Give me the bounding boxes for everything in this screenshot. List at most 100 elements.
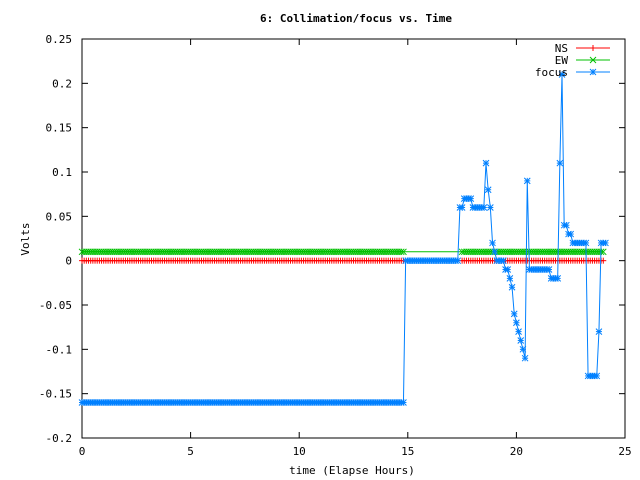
legend-entry-ns: NS bbox=[555, 42, 610, 55]
data-point-focus bbox=[513, 319, 520, 327]
x-tick-label: 0 bbox=[79, 445, 86, 458]
legend-entry-ew: EW bbox=[555, 54, 610, 67]
data-point-ew bbox=[400, 248, 407, 256]
data-point-focus bbox=[467, 195, 475, 202]
data-point-focus-d2 bbox=[521, 354, 529, 362]
data-point-focus-d2 bbox=[467, 195, 475, 202]
legend-label-focus: focus bbox=[535, 66, 568, 79]
data-point-focus-d2 bbox=[513, 319, 520, 327]
y-tick-label: -0.15 bbox=[39, 388, 72, 401]
plot-frame bbox=[81, 38, 626, 439]
legend-marker-ew-d2 bbox=[589, 56, 597, 64]
legend-marker-focus bbox=[589, 68, 597, 76]
data-point-focus-d2 bbox=[593, 372, 601, 380]
data-point-focus bbox=[486, 204, 494, 211]
data-point-focus-d2 bbox=[484, 186, 492, 194]
data-point-focus bbox=[500, 257, 507, 265]
data-point-focus bbox=[563, 221, 570, 229]
chart-title: 6: Collimation/focus vs. Time bbox=[260, 12, 452, 25]
y-axis-label: Volts bbox=[19, 222, 32, 255]
data-point-focus-d2 bbox=[400, 399, 407, 406]
data-point-focus bbox=[593, 372, 601, 380]
data-point-focus bbox=[400, 399, 407, 406]
data-point-focus bbox=[480, 204, 488, 211]
data-point-focus bbox=[515, 328, 522, 335]
data-point-focus-d2 bbox=[491, 248, 499, 256]
y-tick-label: 0.1 bbox=[52, 166, 72, 179]
data-point-focus bbox=[508, 283, 516, 291]
data-point-focus bbox=[567, 230, 575, 238]
data-point-focus-d2 bbox=[558, 71, 566, 78]
legend-label-ew: EW bbox=[555, 54, 569, 67]
data-point-focus bbox=[482, 159, 490, 167]
y-tick-label: 0.05 bbox=[46, 210, 73, 223]
data-point-focus-d2 bbox=[595, 328, 603, 335]
data-point-focus-d2 bbox=[510, 310, 518, 318]
series-focus bbox=[78, 71, 609, 406]
data-point-focus bbox=[582, 239, 590, 247]
y-tick-label: -0.1 bbox=[46, 343, 73, 356]
y-tick-label: -0.2 bbox=[46, 432, 73, 445]
data-point-focus bbox=[521, 354, 529, 362]
data-point-focus-d2 bbox=[480, 204, 488, 211]
legend-label-ns: NS bbox=[555, 42, 568, 55]
data-point-focus bbox=[517, 337, 525, 344]
data-point-focus-d2 bbox=[563, 221, 570, 229]
y-tick-label: 0.25 bbox=[46, 33, 73, 46]
data-point-ns bbox=[600, 257, 607, 264]
y-tick-label: 0.2 bbox=[52, 77, 72, 90]
data-point-focus bbox=[504, 266, 512, 273]
y-tick-label: 0.15 bbox=[46, 122, 73, 135]
x-tick-label: 5 bbox=[187, 445, 194, 458]
x-tick-label: 15 bbox=[401, 445, 414, 458]
data-point-focus bbox=[489, 239, 496, 247]
data-point-focus bbox=[556, 159, 564, 167]
data-point-focus-d2 bbox=[517, 337, 525, 344]
data-point-focus-d2 bbox=[482, 159, 490, 167]
data-point-focus bbox=[558, 71, 566, 78]
data-point-focus bbox=[595, 328, 603, 335]
data-point-focus-d2 bbox=[486, 204, 494, 211]
data-point-focus bbox=[602, 239, 609, 247]
data-point-focus-d2 bbox=[523, 177, 531, 185]
data-point-focus-d2 bbox=[545, 266, 553, 273]
data-point-focus-d2 bbox=[567, 230, 575, 238]
data-point-focus bbox=[454, 257, 462, 265]
data-point-focus-d2 bbox=[508, 283, 516, 291]
data-point-focus-d2 bbox=[506, 275, 514, 282]
series-ns bbox=[79, 257, 607, 264]
data-point-focus-d2 bbox=[454, 257, 462, 265]
data-point-ew-d2 bbox=[397, 248, 405, 256]
data-point-ew bbox=[397, 248, 405, 256]
legend-entry-focus: focus bbox=[535, 66, 610, 79]
data-point-focus-d2 bbox=[458, 204, 466, 211]
legend-marker-focus-d2 bbox=[589, 68, 597, 76]
data-point-focus-d2 bbox=[515, 328, 522, 335]
data-point-focus bbox=[519, 345, 527, 353]
x-axis-label: time (Elapse Hours) bbox=[289, 464, 415, 477]
data-point-focus-d2 bbox=[489, 239, 496, 247]
legend-marker-ew bbox=[589, 56, 597, 64]
legend-marker-ns bbox=[590, 45, 596, 51]
data-point-ew-d2 bbox=[400, 248, 407, 256]
data-point-focus-d2 bbox=[504, 266, 512, 273]
data-point-focus bbox=[510, 310, 518, 318]
series-line-focus bbox=[82, 74, 606, 404]
y-tick-label: 0 bbox=[65, 255, 72, 268]
data-point-focus-d2 bbox=[556, 159, 564, 167]
data-point-focus-d2 bbox=[500, 257, 507, 265]
data-point-focus-d2 bbox=[602, 239, 609, 247]
data-point-focus-d2 bbox=[582, 239, 590, 247]
data-point-focus bbox=[484, 186, 492, 194]
x-tick-label: 25 bbox=[618, 445, 631, 458]
data-point-focus bbox=[506, 275, 514, 282]
x-tick-label: 10 bbox=[293, 445, 306, 458]
plot-area bbox=[78, 71, 609, 406]
data-point-focus-d2 bbox=[519, 345, 527, 353]
series-ew bbox=[78, 248, 607, 256]
y-tick-label: -0.05 bbox=[39, 299, 72, 312]
data-point-focus-d2 bbox=[554, 275, 562, 282]
x-tick-label: 20 bbox=[510, 445, 523, 458]
